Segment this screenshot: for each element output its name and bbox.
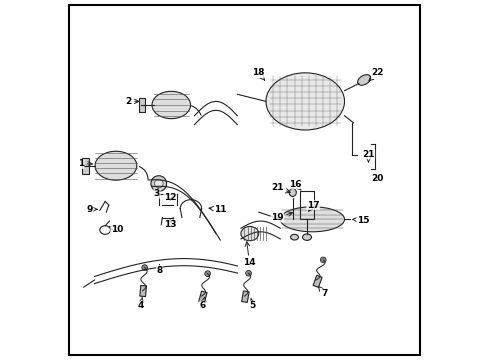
Text: 11: 11 [209, 205, 226, 214]
Circle shape [204, 271, 210, 276]
Bar [139, 98, 144, 112]
Text: 20: 20 [370, 174, 383, 183]
Text: 10: 10 [109, 225, 123, 234]
Circle shape [320, 257, 325, 263]
Text: 9: 9 [86, 205, 97, 214]
Bar [198, 291, 206, 303]
Circle shape [154, 179, 163, 188]
Bar [299, 191, 313, 219]
Text: 15: 15 [352, 216, 368, 225]
Text: 12: 12 [163, 193, 176, 202]
Ellipse shape [288, 189, 296, 197]
Text: 21: 21 [270, 183, 289, 193]
Ellipse shape [290, 234, 298, 240]
Ellipse shape [357, 75, 370, 85]
Text: 14: 14 [243, 242, 255, 267]
Ellipse shape [280, 207, 344, 232]
Text: 2: 2 [125, 97, 139, 106]
Bar [312, 275, 322, 287]
Text: 8: 8 [156, 265, 163, 275]
Text: 13: 13 [163, 219, 176, 229]
Text: 16: 16 [288, 180, 301, 190]
Text: 1: 1 [78, 159, 92, 168]
Bar [140, 285, 146, 297]
Bar [82, 158, 88, 174]
Circle shape [151, 176, 166, 192]
Ellipse shape [95, 151, 137, 180]
Ellipse shape [152, 91, 190, 119]
Ellipse shape [302, 234, 311, 240]
Text: 7: 7 [318, 287, 327, 298]
Text: 4: 4 [138, 298, 144, 310]
Text: 19: 19 [270, 212, 292, 222]
Text: 17: 17 [306, 201, 319, 211]
Text: 3: 3 [154, 188, 160, 198]
Bar [241, 291, 248, 302]
Text: 6: 6 [199, 297, 205, 310]
Text: 18: 18 [251, 68, 264, 80]
Text: 5: 5 [249, 298, 255, 310]
Ellipse shape [265, 73, 344, 130]
Text: 22: 22 [368, 68, 383, 81]
Text: 21: 21 [362, 150, 374, 162]
Circle shape [142, 265, 147, 270]
Circle shape [245, 270, 251, 276]
Ellipse shape [241, 226, 258, 241]
